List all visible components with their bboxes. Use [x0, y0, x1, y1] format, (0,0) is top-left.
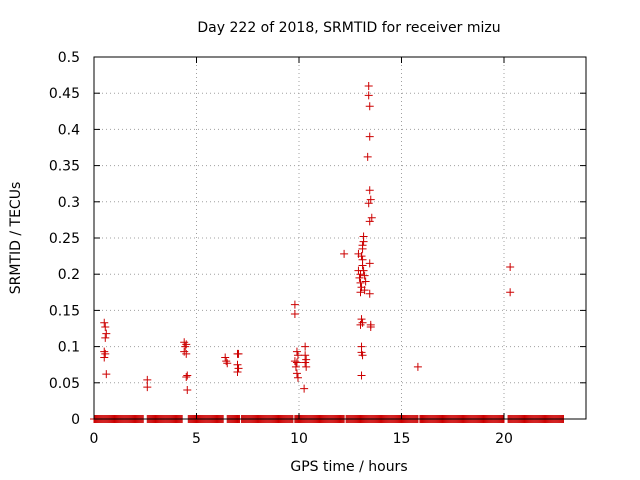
data-point [356, 288, 365, 297]
data-point [365, 217, 374, 226]
y-tick-label: 0.1 [58, 340, 80, 356]
data-point [180, 338, 189, 347]
plot-frame [93, 56, 587, 420]
data-point [143, 375, 152, 384]
data-point [233, 360, 242, 369]
data-point [292, 347, 301, 356]
data-point [356, 278, 365, 287]
data-point [365, 259, 374, 268]
data-point [367, 213, 376, 222]
data-point [363, 152, 372, 161]
data-point [183, 386, 192, 395]
data-point [290, 310, 299, 319]
data-point [181, 342, 190, 351]
data-point [365, 186, 374, 195]
data-point [357, 252, 366, 261]
y-tick-label: 0.4 [58, 122, 80, 138]
data-point [364, 91, 373, 100]
x-tick-label: 5 [192, 431, 201, 447]
data-point [357, 315, 366, 324]
data-point [360, 286, 369, 295]
data-point [233, 367, 242, 376]
data-point [355, 273, 364, 282]
data-point [506, 262, 515, 271]
y-tick-label: 0.15 [49, 303, 80, 319]
y-tick-label: 0 [71, 412, 80, 428]
y-tick-label: 0.25 [49, 231, 80, 247]
y-axis-label: SRMTID / TECUs [8, 182, 24, 295]
data-point [364, 81, 373, 90]
y-tick-label: 0.3 [58, 195, 80, 211]
data-point [302, 362, 311, 371]
data-point [101, 333, 110, 342]
data-point [360, 271, 369, 280]
data-point [143, 383, 152, 392]
data-point [358, 351, 367, 360]
data-point [293, 351, 302, 360]
data-point [366, 323, 375, 332]
grid-layer [94, 57, 586, 419]
data-point [358, 261, 367, 270]
data-point [234, 364, 243, 373]
data-point [301, 358, 310, 367]
data-point [290, 357, 299, 366]
data-point [102, 329, 111, 338]
data-point [221, 353, 230, 362]
data-point [301, 351, 310, 360]
y-tick-label: 0.45 [49, 86, 80, 102]
data-point [180, 347, 189, 356]
x-tick-label: 20 [495, 431, 513, 447]
data-point [290, 300, 299, 309]
data-point [361, 277, 370, 286]
data-point [506, 288, 515, 297]
y-tick-label: 0.05 [49, 376, 80, 392]
x-tick-label: 0 [90, 431, 99, 447]
data-point [293, 373, 302, 382]
data-point [101, 349, 110, 358]
data-point [358, 241, 367, 250]
chart-title: Day 222 of 2018, SRMTID for receiver miz… [197, 20, 500, 36]
data-point [182, 340, 191, 349]
data-point [364, 199, 373, 208]
data-point [291, 362, 300, 371]
x-axis-label: GPS time / hours [290, 459, 407, 475]
data-point [182, 373, 191, 382]
x-tick-label: 15 [393, 431, 411, 447]
data-point [366, 195, 375, 204]
data-point [365, 132, 374, 141]
data-point [340, 249, 349, 258]
data-point [300, 384, 309, 393]
data-point [365, 289, 374, 298]
data-point [222, 357, 231, 366]
data-point [182, 349, 191, 358]
data-point [100, 353, 109, 362]
data-point [292, 358, 301, 367]
data-point [223, 359, 232, 368]
ticks-layer: 0 0.05 0.1 0.15 0.2 0.25 0.3 0.35 0.4 0.45 0.5 0 5 10… [49, 50, 586, 447]
data-point [413, 362, 422, 371]
data-point [183, 371, 192, 380]
y-tick-label: 0.35 [49, 159, 80, 175]
data-point [365, 102, 374, 111]
data-point [359, 232, 368, 241]
y-tick-label: 0.5 [58, 50, 80, 66]
data-point [292, 369, 301, 378]
data-point [358, 318, 367, 327]
data-point [234, 349, 243, 358]
data-point [357, 371, 366, 380]
data-points-layer [90, 81, 568, 423]
x-tick-label: 10 [290, 431, 308, 447]
data-point [101, 323, 110, 332]
data-point [100, 318, 109, 327]
data-point [359, 266, 368, 275]
data-point [356, 320, 365, 329]
y-tick-label: 0.2 [58, 267, 80, 283]
data-point [301, 342, 310, 351]
data-point [102, 370, 111, 379]
